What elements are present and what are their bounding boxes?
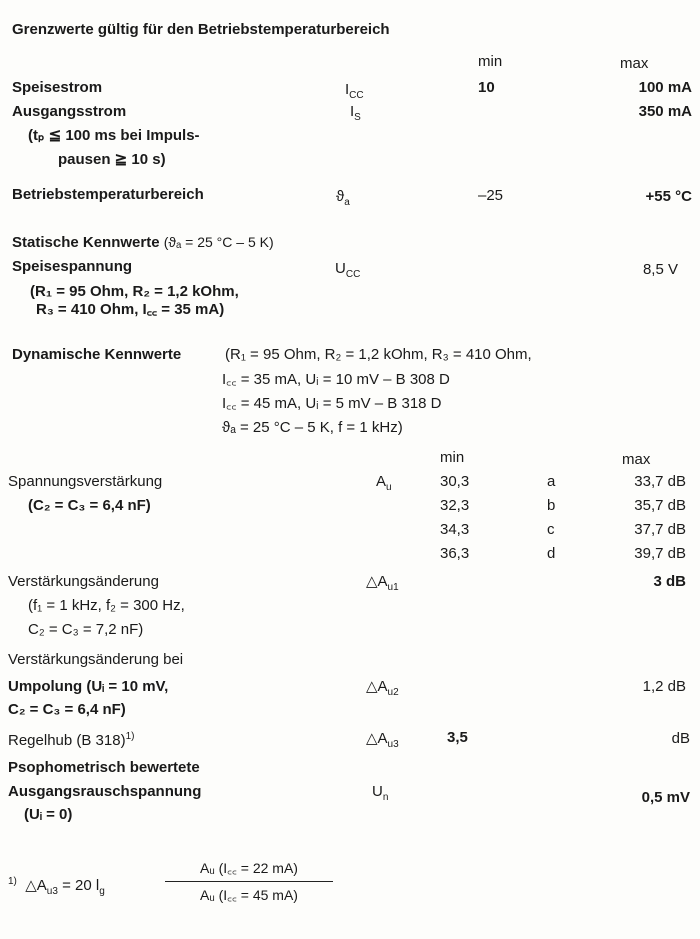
gain-change-condition: (f₁ = 1 kHz, f₂ = 300 Hz,	[28, 597, 185, 614]
supply-voltage-condition: (R₁ = 95 Ohm, R₂ = 1,2 kOhm,	[30, 283, 239, 300]
col-min-header: min	[478, 53, 503, 70]
temp-range-max: +55 °C	[645, 188, 692, 205]
gain-group: d	[547, 545, 556, 562]
dynamic-condition-3: I꜀꜀ = 45 mA, Uᵢ = 5 mV – B 318 D	[222, 395, 442, 412]
gain-symbol: Au	[376, 473, 392, 493]
supply-current-min: 10	[478, 79, 495, 96]
noise-label: Psophometrisch bewertete	[8, 759, 200, 776]
control-range-unit: dB	[671, 730, 690, 747]
supply-voltage-condition-2: R₃ = 410 Ohm, I꜀꜀ = 35 mA)	[36, 301, 225, 318]
static-heading: Statische Kennwerte (ϑₐ = 25 °C – 5 K)	[12, 234, 274, 251]
gain-max: 35,7 dB	[634, 497, 686, 514]
fraction-numerator: Aᵤ (I꜀꜀ = 22 mA)	[200, 860, 298, 876]
gain-group: b	[547, 497, 556, 514]
output-current-condition: (tₚ ≦ 100 ms bei Impuls-	[28, 127, 200, 144]
gain-row: 34,3	[440, 521, 470, 538]
gain-change-pol-symbol: △Au2	[366, 678, 399, 698]
gain-label: Spannungsverstärkung	[8, 473, 163, 490]
control-range-min: 3,5	[447, 729, 468, 746]
noise-max: 0,5 mV	[641, 789, 690, 806]
supply-voltage-label: Speisespannung	[12, 258, 133, 275]
output-current-label: Ausgangsstrom	[12, 103, 127, 120]
dyn-col-max-header: max	[622, 451, 651, 468]
noise-label-2: Ausgangsrauschspannung	[8, 783, 202, 800]
temp-range-symbol: ϑa	[336, 188, 350, 208]
gain-group: a	[547, 473, 556, 490]
footnote-equation: 1) △Au3 = 20 lg	[8, 876, 105, 897]
dyn-col-min-header: min	[440, 449, 465, 466]
dynamic-condition-1: (R₁ = 95 Ohm, R₂ = 1,2 kOhm, R₃ = 410 Oh…	[225, 346, 532, 363]
control-range-label: Regelhub (B 318)1)	[8, 731, 135, 749]
footnote-fraction: Aᵤ (I꜀꜀ = 22 mA) Aᵤ (I꜀꜀ = 45 mA)	[165, 858, 333, 905]
fraction-bar	[165, 881, 333, 882]
gain-change-pol-max: 1,2 dB	[642, 678, 686, 695]
control-range-symbol: △Au3	[366, 730, 399, 750]
gain-change-max: 3 dB	[653, 573, 686, 590]
gain-change-pol-condition: C₂ = C₃ = 6,4 nF)	[8, 701, 126, 718]
gain-change-condition-2: C₂ = C₃ = 7,2 nF)	[28, 621, 144, 638]
gain-row: 32,3	[440, 497, 470, 514]
gain-max: 37,7 dB	[634, 521, 686, 538]
gain-change-symbol: △Au1	[366, 573, 399, 593]
gain-row: 30,3	[440, 473, 470, 490]
output-current-condition-2: pausen ≧ 10 s)	[58, 151, 166, 168]
fraction-denominator: Aᵤ (I꜀꜀ = 45 mA)	[200, 887, 298, 903]
supply-current-label: Speisestrom	[12, 79, 103, 96]
gain-change-pol-label-2: Umpolung (Uᵢ = 10 mV,	[8, 678, 169, 695]
dynamic-condition-4: ϑₐ = 25 °C – 5 K, f = 1 kHz)	[222, 419, 403, 436]
dynamic-heading: Dynamische Kennwerte	[12, 346, 182, 363]
temp-range-min: –25	[478, 187, 504, 204]
gain-condition: (C₂ = C₃ = 6,4 nF)	[28, 497, 151, 514]
gain-change-pol-label: Verstärkungsänderung bei	[8, 651, 184, 668]
noise-condition: (Uᵢ = 0)	[24, 806, 73, 823]
output-current-max: 350 mA	[638, 103, 692, 120]
temp-range-label: Betriebstemperaturbereich	[12, 186, 204, 203]
page-title: Grenzwerte gültig für den Betriebstemper…	[12, 21, 390, 38]
col-max-header: max	[620, 55, 649, 72]
supply-current-max: 100 mA	[638, 79, 692, 96]
noise-symbol: Un	[372, 783, 389, 803]
output-current-symbol: IS	[350, 103, 361, 123]
gain-row: 36,3	[440, 545, 470, 562]
supply-current-symbol: ICC	[345, 81, 364, 101]
gain-max: 39,7 dB	[634, 545, 686, 562]
supply-voltage-max: 8,5 V	[642, 261, 678, 278]
gain-max: 33,7 dB	[634, 473, 686, 490]
gain-change-label: Verstärkungsänderung	[8, 573, 159, 590]
gain-group: c	[547, 521, 555, 538]
dynamic-condition-2: I꜀꜀ = 35 mA, Uᵢ = 10 mV – B 308 D	[222, 371, 450, 388]
supply-voltage-symbol: UCC	[335, 260, 361, 280]
